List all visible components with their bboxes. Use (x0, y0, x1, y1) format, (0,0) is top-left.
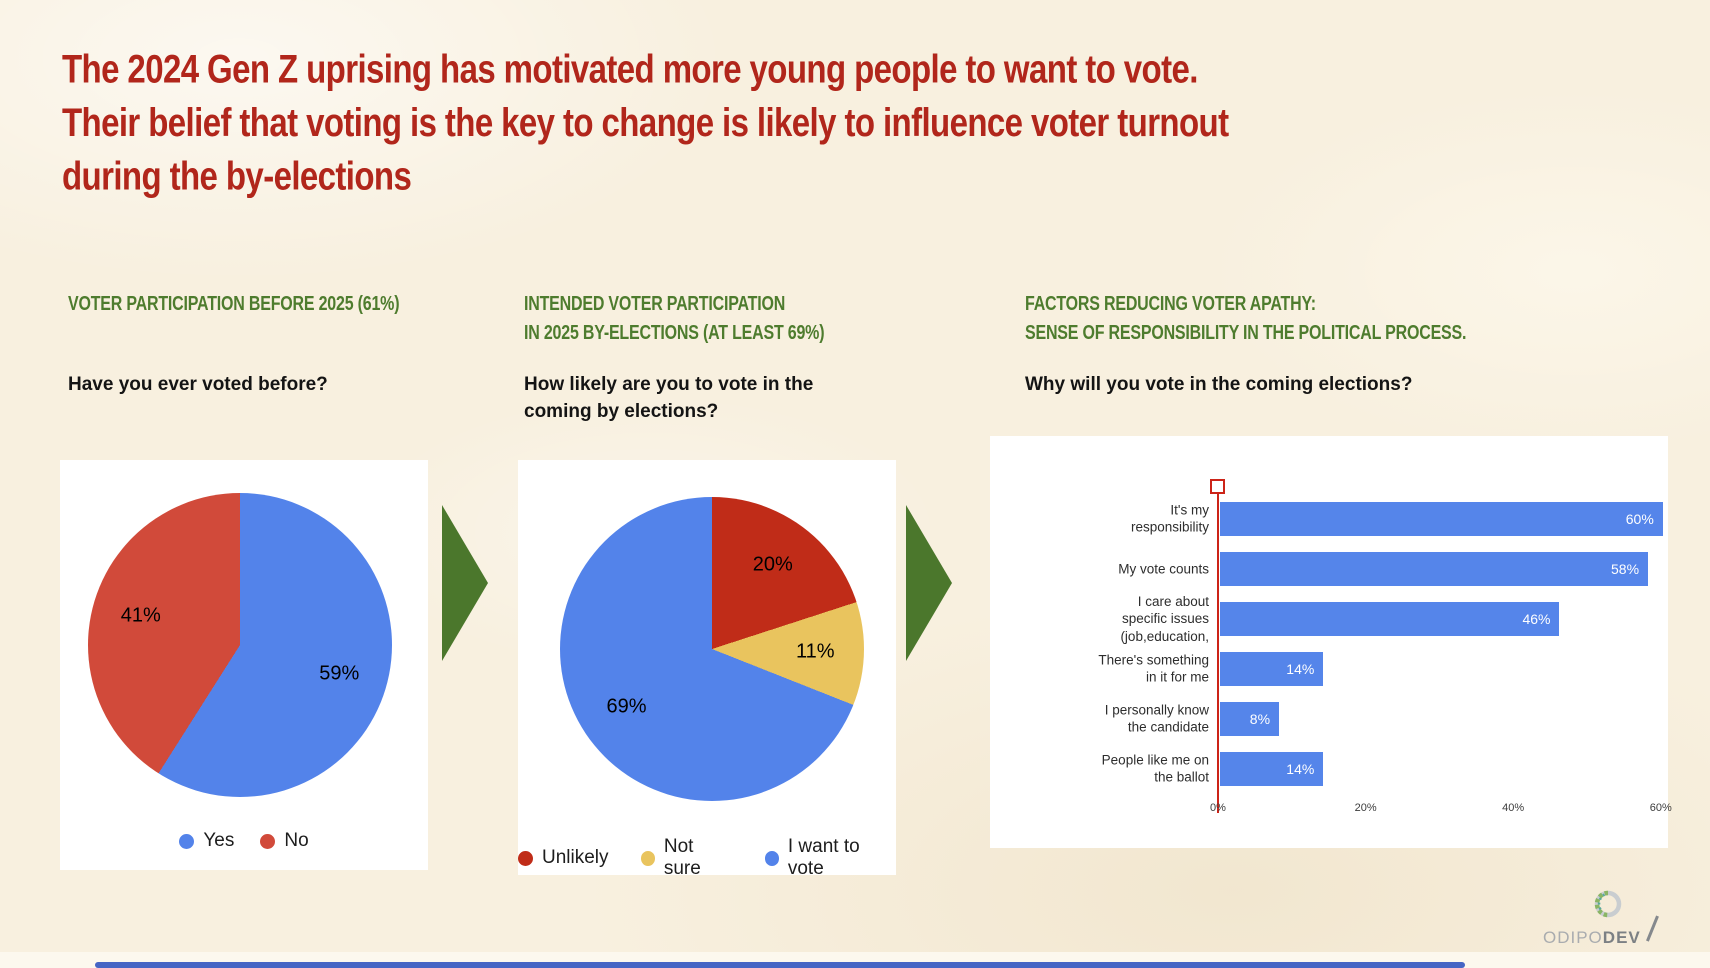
chart-question-likelihood: How likely are you to vote in the coming… (524, 374, 814, 422)
odipodev-globe-icon (1594, 890, 1622, 918)
legend-dot-icon (518, 850, 533, 866)
bar: 14% (1220, 752, 1324, 786)
bar: 8% (1220, 702, 1280, 736)
pie-legend-likelihood: Unlikely Not sure I want to vote (518, 836, 896, 880)
bar-value-label: 14% (1286, 761, 1315, 777)
bar-category-label: I personally know the candidate (1104, 702, 1209, 735)
pie-slice-value: 59% (319, 662, 360, 685)
pie-legend-voted-before: Yes No (60, 830, 428, 852)
bar: 14% (1220, 652, 1324, 686)
bar: 46% (1220, 602, 1560, 636)
bar-category-label: It's my responsibility (1130, 502, 1209, 535)
legend-item: No (260, 830, 309, 852)
pie-slice-value: 69% (606, 695, 647, 718)
legend-label: Yes (203, 830, 235, 851)
chart-question-why-vote: Why will you vote in the coming election… (1025, 374, 1413, 395)
bar-value-label: 58% (1611, 561, 1640, 577)
legend-label: Not sure (663, 836, 701, 879)
bar-category-label: People like me on the ballot (1101, 752, 1209, 785)
headline: The 2024 Gen Z uprising has motivated mo… (62, 45, 1229, 198)
pie-chart-panel-likelihood: 20% 11% 69% Unlikely Not sure I want to vote (518, 460, 896, 879)
legend-item: Yes (179, 830, 234, 852)
bar-category-label: My vote counts (1118, 561, 1209, 577)
logo-text-bold: DEV (1602, 928, 1641, 947)
pie-chart-panel-voted-before: 59% 41% Yes No (60, 460, 428, 870)
legend-item: Unlikely (518, 847, 609, 869)
bar-category-label: There's something in it for me (1098, 652, 1209, 685)
bar-chart-why-vote: It's my responsibility 60% My vote counts 5… (990, 436, 1672, 848)
legend-item: I want to vote (764, 836, 897, 880)
legend-label: Unlikely (542, 847, 609, 868)
x-axis-tick-label: 20% (1354, 802, 1377, 814)
legend-dot-icon (179, 833, 195, 849)
pie-chart-likelihood: 20% 11% 69% (560, 497, 864, 801)
legend-dot-icon (260, 833, 276, 849)
legend-dot-icon (640, 850, 655, 866)
legend-dot-icon (764, 850, 779, 866)
bar-chart-panel-why-vote: It's my responsibility 60% My vote counts 5… (990, 436, 1672, 848)
bar-value-label: 8% (1249, 711, 1271, 727)
x-axis-tick-label: 40% (1502, 802, 1525, 814)
bottom-progress-bar (95, 962, 1465, 968)
flow-arrow-icon (442, 505, 488, 661)
bar-chart-axis-line (1217, 493, 1219, 813)
legend-item: Not sure (640, 836, 733, 880)
pie-slice-value: 41% (120, 604, 161, 627)
chart-question-voted-before: Have you ever voted before? (68, 374, 328, 395)
bar-value-label: 60% (1625, 511, 1654, 527)
bar-value-label: 46% (1522, 611, 1551, 627)
legend-label: I want to vote (787, 836, 860, 879)
legend-label: No (284, 830, 309, 851)
section-header-intended-participation: INTENDED VOTER PARTICIPATION IN 2025 BY-… (524, 293, 825, 344)
bar-value-label: 14% (1286, 661, 1315, 677)
flow-arrow-icon (906, 505, 952, 661)
x-axis-tick-label: 60% (1649, 802, 1672, 814)
pie-slice-value: 11% (796, 640, 835, 663)
logo-text-light: ODIPO (1543, 928, 1603, 947)
x-axis-tick-label: 0% (1210, 802, 1226, 814)
section-header-voter-participation-before: VOTER PARTICIPATION BEFORE 2025 (61%) (68, 293, 400, 315)
logo-check-stroke (1646, 915, 1659, 942)
bar-category-label: I care about specific issues (job,educat… (1120, 594, 1209, 644)
bar: 58% (1220, 552, 1649, 586)
section-header-factors-reducing-apathy: FACTORS REDUCING VOTER APATHY: SENSE OF … (1025, 293, 1467, 344)
pie-slice-value: 20% (752, 553, 793, 576)
odipodev-logo: ODIPODEV (1543, 928, 1641, 948)
bar: 60% (1220, 502, 1663, 536)
pie-chart-voted-before: 59% 41% (88, 493, 392, 797)
